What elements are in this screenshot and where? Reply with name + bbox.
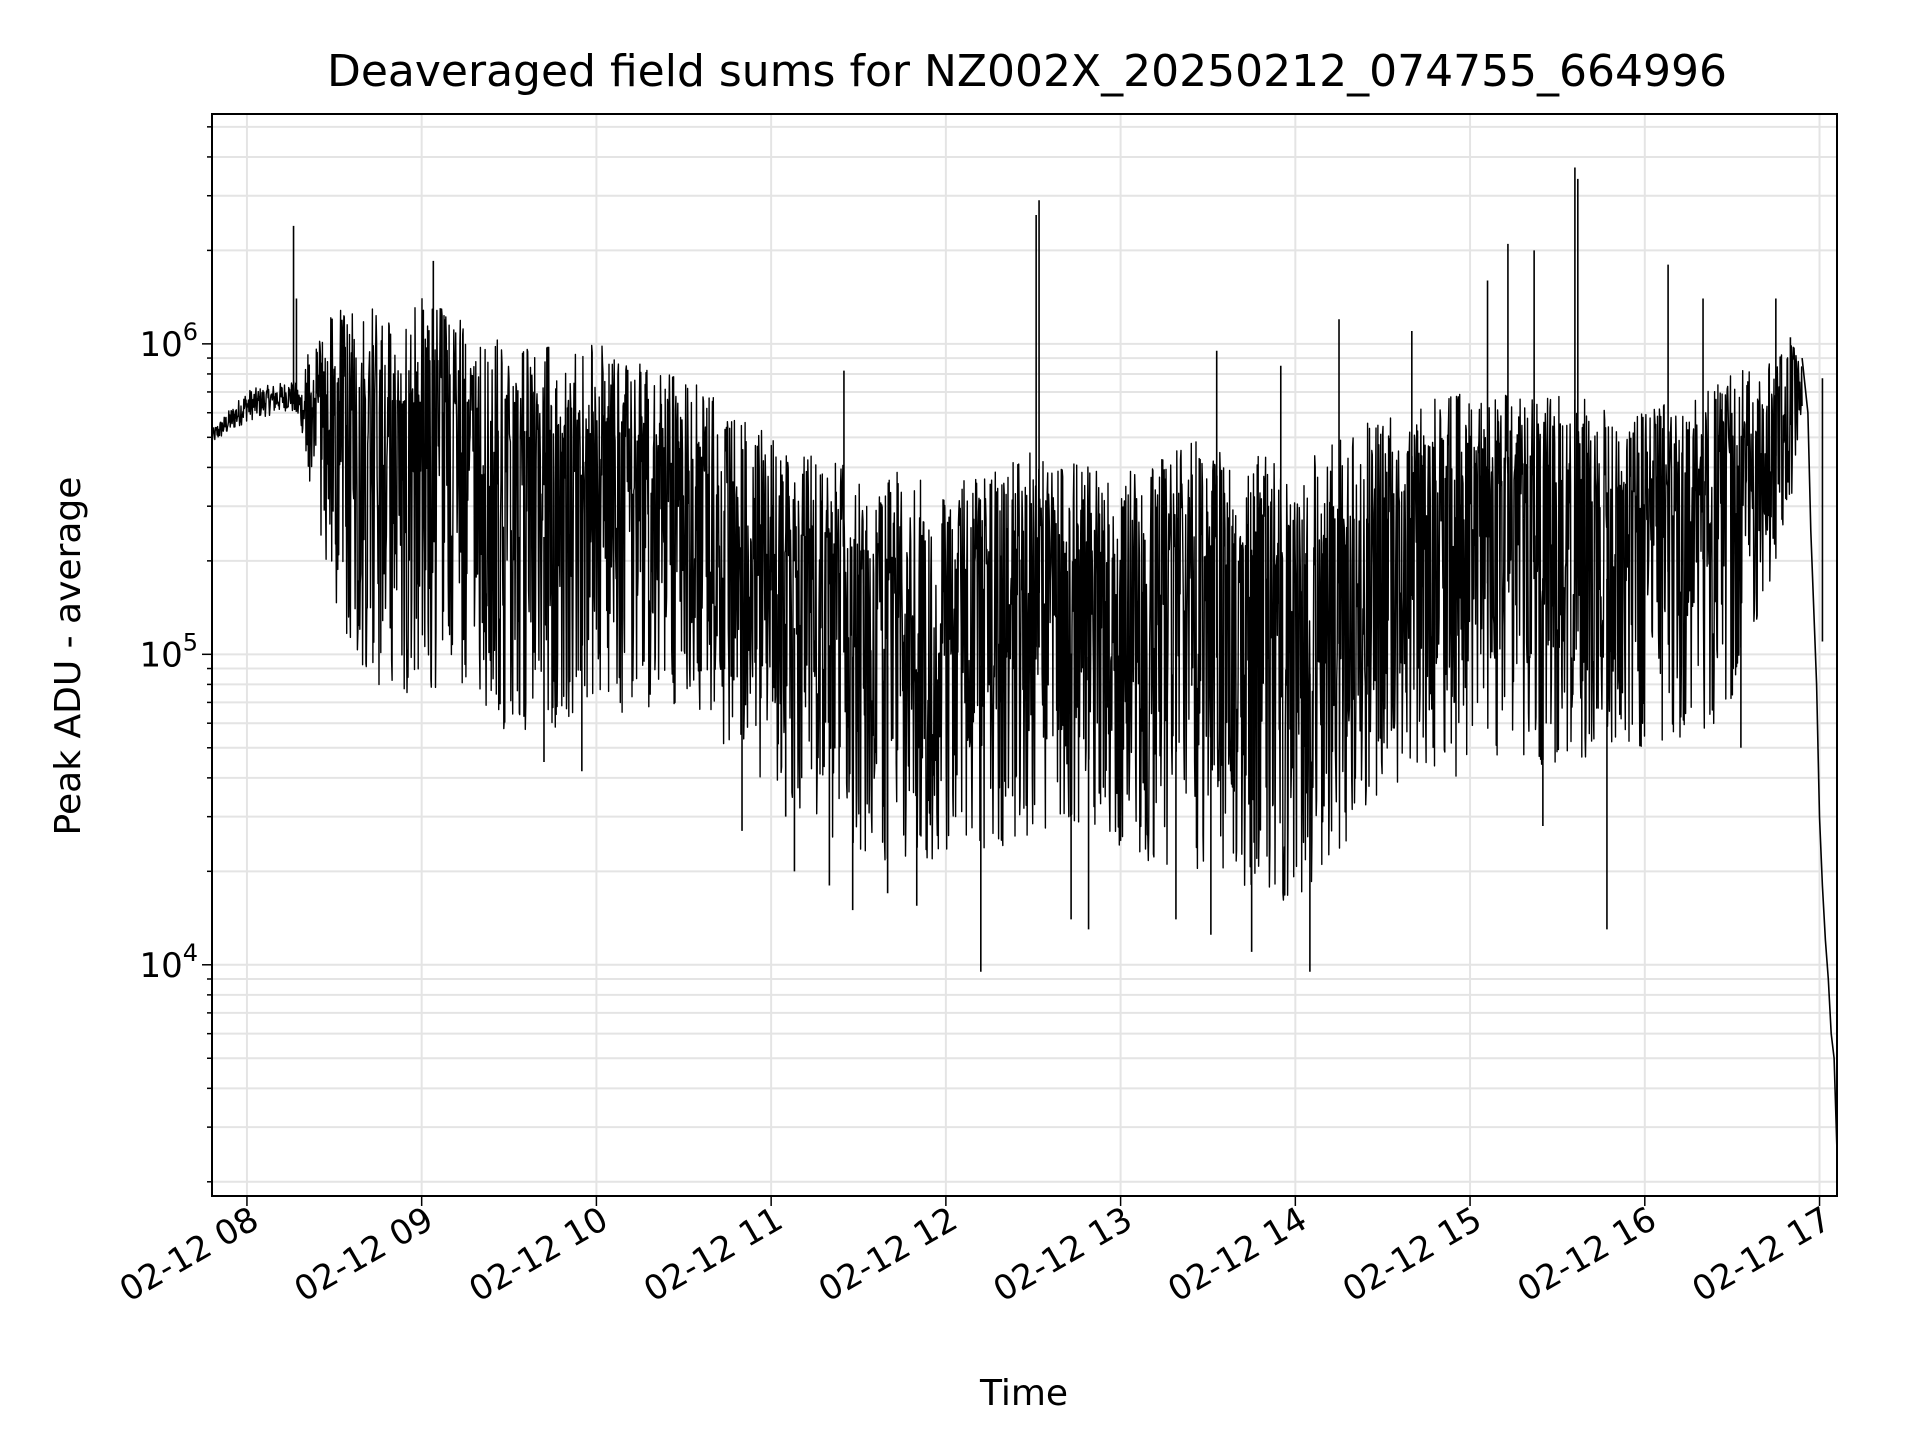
- series-line: [211, 298, 1803, 901]
- y-tick-label: 104: [139, 939, 198, 986]
- y-axis-label: Peak ADU - average: [48, 477, 89, 836]
- series: [211, 167, 1838, 1152]
- y-axis-ticks: 104 105 106: [139, 126, 212, 1183]
- y-tick-label: 105: [139, 628, 198, 675]
- y-tick-label: 106: [139, 318, 198, 365]
- x-axis-label: Time: [979, 1373, 1068, 1414]
- chart-title: Deaveraged field sums for NZ002X_2025021…: [327, 46, 1727, 97]
- series-tail: [1801, 358, 1838, 1152]
